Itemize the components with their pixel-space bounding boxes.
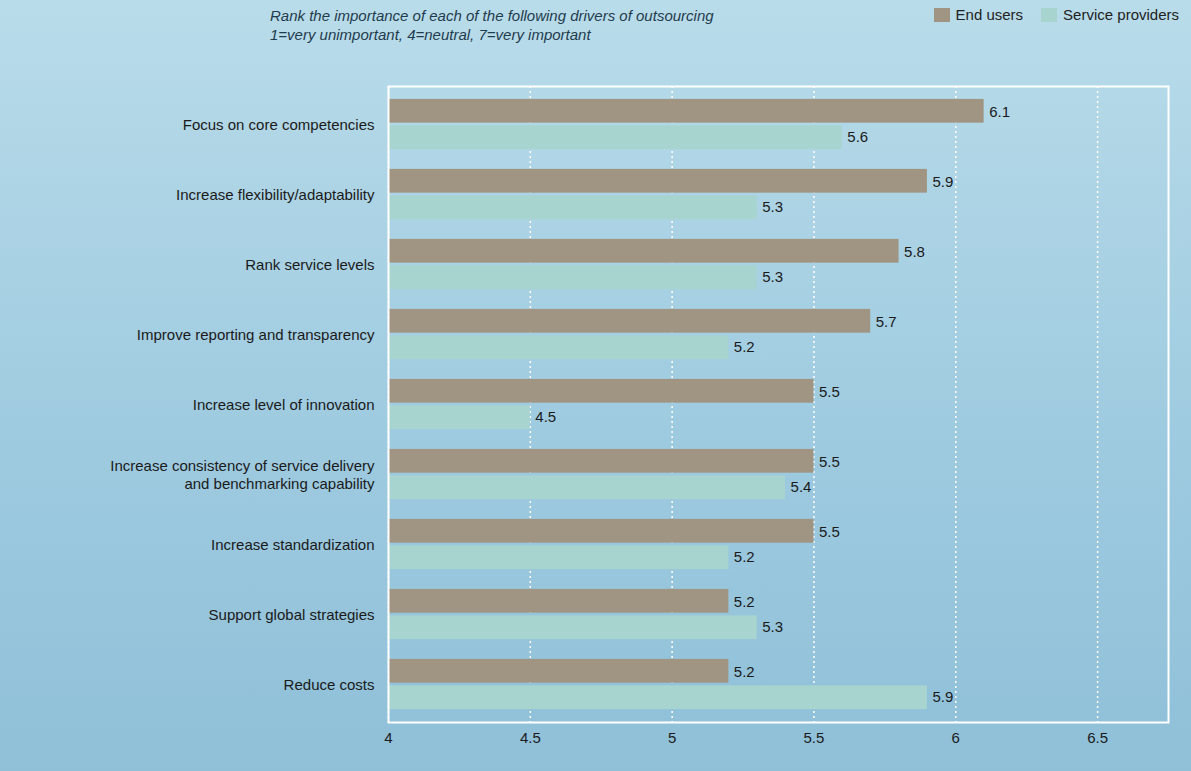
svg-text:5.2: 5.2 — [734, 338, 755, 355]
svg-text:5.7: 5.7 — [876, 313, 897, 330]
svg-text:5.5: 5.5 — [819, 383, 840, 400]
html-text:End users: End users — [955, 6, 1024, 23]
svg-text:Focus on core competencies: Focus on core competencies — [183, 116, 375, 133]
html-text:Service providers: Service providers — [1063, 6, 1179, 23]
svg-text:5.3: 5.3 — [762, 618, 783, 635]
svg-text:5: 5 — [668, 729, 676, 746]
svg-text:5.5: 5.5 — [819, 453, 840, 470]
svg-text:5.3: 5.3 — [762, 198, 783, 215]
svg-text:5.4: 5.4 — [791, 478, 812, 495]
svg-text:Improve reporting and transpar: Improve reporting and transparency — [137, 326, 375, 343]
svg-text:5.8: 5.8 — [904, 243, 925, 260]
svg-text:6: 6 — [952, 729, 960, 746]
svg-text:5.2: 5.2 — [734, 593, 755, 610]
svg-text:4: 4 — [384, 729, 392, 746]
svg-text:Support global strategies: Support global strategies — [209, 606, 375, 623]
svg-text:Increase standardization: Increase standardization — [211, 536, 374, 553]
svg-text:4.5: 4.5 — [535, 408, 556, 425]
svg-text:6.5: 6.5 — [1087, 729, 1108, 746]
svg-text:5.6: 5.6 — [847, 128, 868, 145]
svg-text:Increase flexibility/adaptabil: Increase flexibility/adaptability — [176, 186, 375, 203]
svg-text:5.2: 5.2 — [734, 663, 755, 680]
svg-text:Increase level of innovation: Increase level of innovation — [193, 396, 375, 413]
svg-text:Reduce costs: Reduce costs — [284, 676, 375, 693]
html-text:Rank the importance of each of: Rank the importance of each of the follo… — [270, 7, 714, 24]
svg-text:5.2: 5.2 — [734, 548, 755, 565]
svg-text:5.5: 5.5 — [819, 523, 840, 540]
svg-text:5.3: 5.3 — [762, 268, 783, 285]
svg-text:6.1: 6.1 — [989, 103, 1010, 120]
svg-text:4.5: 4.5 — [520, 729, 541, 746]
svg-text:5.9: 5.9 — [932, 688, 953, 705]
html-text:1=very unimportant, 4=neutral,: 1=very unimportant, 4=neutral, 7=very im… — [270, 26, 591, 43]
svg-text:Increase consistency of servic: Increase consistency of service delivery… — [110, 457, 375, 491]
svg-text:Rank service levels: Rank service levels — [245, 256, 374, 273]
svg-text:5.9: 5.9 — [932, 173, 953, 190]
svg-text:5.5: 5.5 — [804, 729, 825, 746]
